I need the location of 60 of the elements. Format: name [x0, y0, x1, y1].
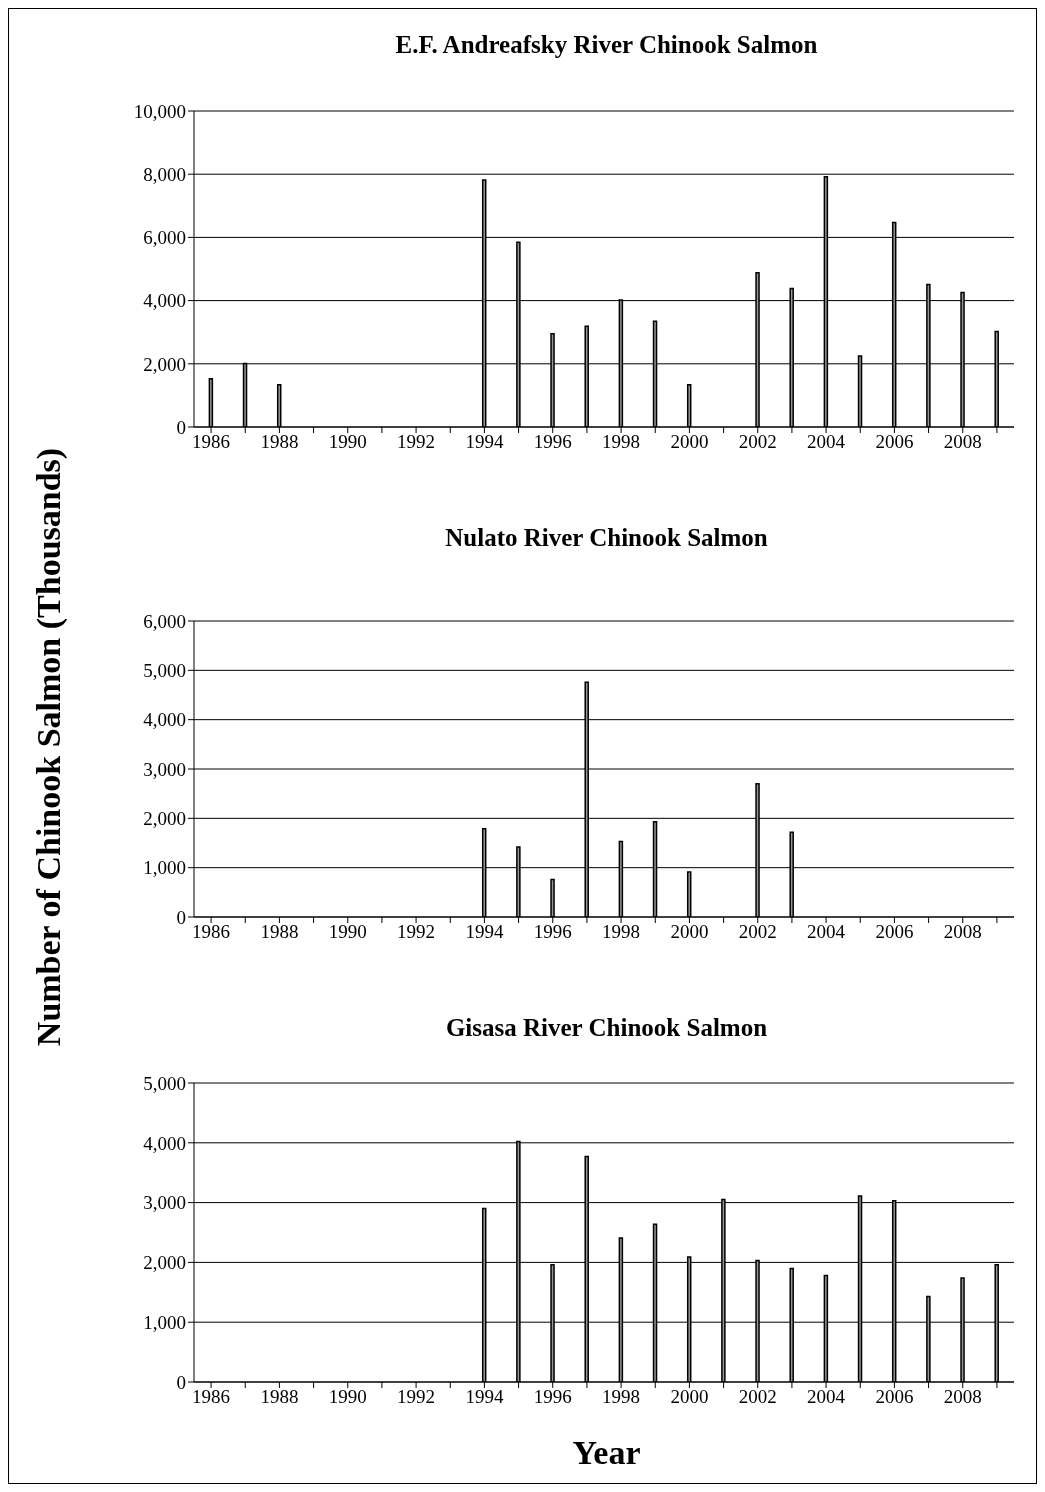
- x-tick-label: 2008: [943, 921, 982, 943]
- y-tick-label: 10,000: [133, 100, 186, 122]
- y-tick-label: 6,000: [143, 227, 186, 249]
- x-tick-label: 1994: [465, 921, 504, 943]
- y-tick-label: 3,000: [143, 1192, 186, 1214]
- x-tick-label: 1992: [397, 921, 436, 943]
- x-tick-label: 2006: [875, 431, 914, 453]
- x-tick-label: 1996: [533, 431, 572, 453]
- x-tick-label: 1990: [328, 431, 367, 453]
- x-axis-title: Year: [571, 1434, 642, 1472]
- x-tick-label: 2004: [807, 431, 846, 453]
- x-tick-label: 1990: [328, 921, 367, 943]
- y-tick-label: 3,000: [143, 758, 186, 780]
- x-tick-label: 1998: [602, 431, 641, 453]
- x-tick-label: 2004: [807, 921, 846, 943]
- chart-title: E.F. Andreafsky River Chinook Salmon: [394, 31, 819, 59]
- x-tick-label: 1998: [602, 1386, 641, 1408]
- y-axis-title: Number of Chinook Salmon (Thousands): [30, 447, 68, 1047]
- y-tick-label: 6,000: [143, 610, 186, 632]
- x-tick-label: 1992: [397, 431, 436, 453]
- x-tick-label: 2000: [670, 431, 709, 453]
- x-tick-label: 2006: [875, 921, 914, 943]
- x-tick-label: 1986: [192, 921, 231, 943]
- x-tick-label: 2002: [738, 431, 777, 453]
- y-tick-label: 1,000: [143, 857, 186, 879]
- x-tick-label: 2002: [738, 921, 777, 943]
- x-tick-label: 1998: [602, 921, 641, 943]
- x-tick-label: 1988: [260, 921, 299, 943]
- x-tick-label: 1988: [260, 1386, 299, 1408]
- y-tick-label: 2,000: [143, 1252, 186, 1274]
- x-tick-label: 1986: [192, 431, 231, 453]
- y-tick-label: 0: [176, 1371, 186, 1393]
- y-tick-label: 4,000: [143, 290, 186, 312]
- x-tick-label: 2004: [807, 1386, 846, 1408]
- x-tick-label: 1992: [397, 1386, 436, 1408]
- y-tick-label: 1,000: [143, 1311, 186, 1333]
- y-tick-label: 4,000: [143, 709, 186, 731]
- y-tick-label: 2,000: [143, 353, 186, 375]
- chart-title: Nulato River Chinook Salmon: [444, 524, 769, 552]
- x-tick-label: 1990: [328, 1386, 367, 1408]
- y-tick-label: 2,000: [143, 808, 186, 830]
- x-tick-label: 2008: [943, 431, 982, 453]
- x-tick-label: 1994: [465, 431, 504, 453]
- x-tick-label: 1986: [192, 1386, 231, 1408]
- x-tick-label: 2002: [738, 1386, 777, 1408]
- chart-title: Gisasa River Chinook Salmon: [444, 1014, 769, 1042]
- y-tick-label: 0: [176, 906, 186, 928]
- x-tick-label: 2008: [943, 1386, 982, 1408]
- x-tick-label: 1996: [533, 921, 572, 943]
- x-tick-label: 2000: [670, 921, 709, 943]
- y-tick-label: 5,000: [143, 1072, 186, 1094]
- x-tick-label: 1994: [465, 1386, 504, 1408]
- y-tick-label: 5,000: [143, 660, 186, 682]
- y-tick-label: 4,000: [143, 1132, 186, 1154]
- y-tick-label: 0: [176, 416, 186, 438]
- y-tick-label: 8,000: [143, 163, 186, 185]
- x-tick-label: 1988: [260, 431, 299, 453]
- x-tick-label: 2000: [670, 1386, 709, 1408]
- x-tick-label: 2006: [875, 1386, 914, 1408]
- x-tick-label: 1996: [533, 1386, 572, 1408]
